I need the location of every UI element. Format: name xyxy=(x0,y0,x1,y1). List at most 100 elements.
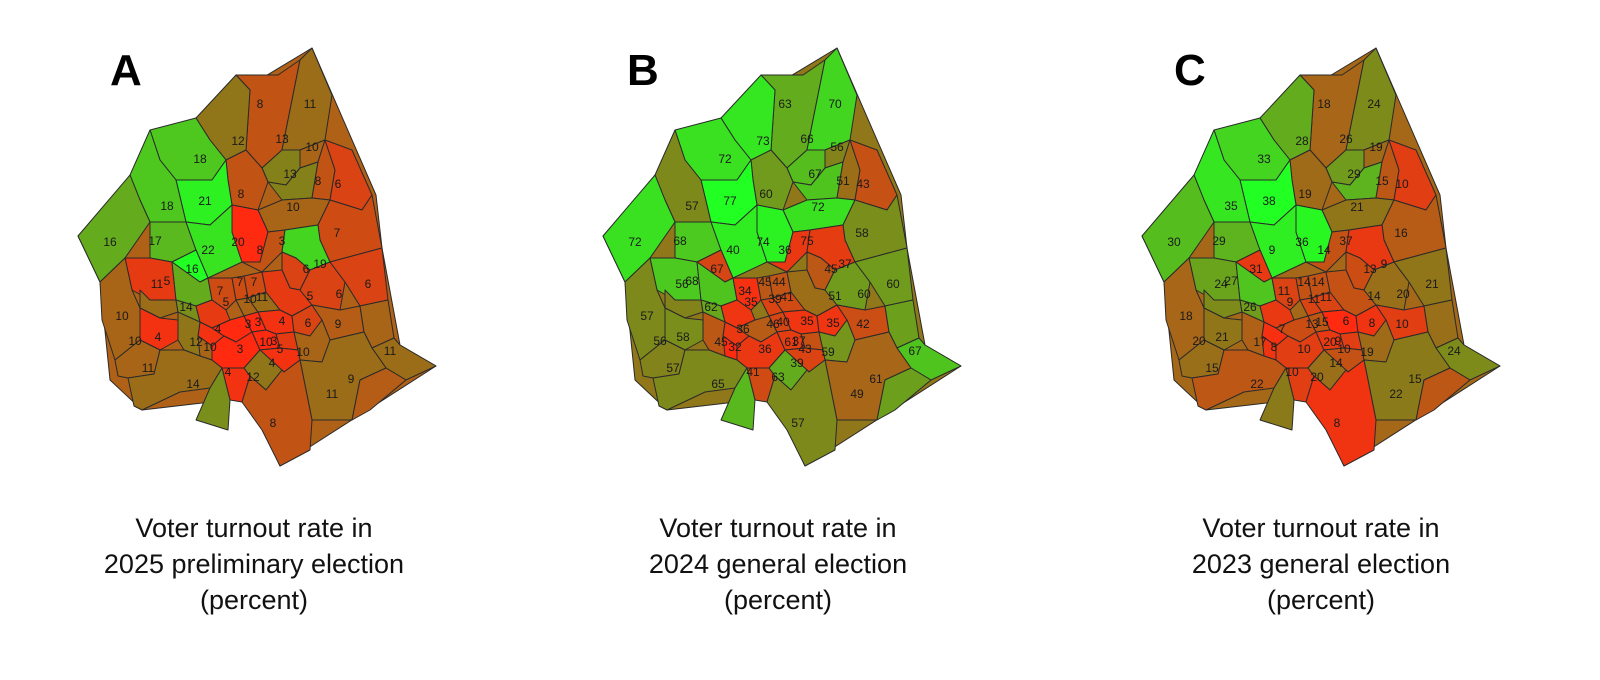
panel-letter-c: C xyxy=(1174,46,1206,95)
precinct-label: 45 xyxy=(824,262,838,276)
precinct-region xyxy=(720,367,756,431)
precinct-label: 60 xyxy=(759,187,773,201)
caption-b: Voter turnout rate in 2024 general elect… xyxy=(598,510,958,618)
precinct-label: 42 xyxy=(856,317,870,331)
precinct-label: 14 xyxy=(1317,243,1331,257)
precinct-label: 56 xyxy=(675,277,689,291)
precinct-label: 30 xyxy=(1167,235,1181,249)
precinct-region xyxy=(299,331,387,421)
precinct-label: 18 xyxy=(193,152,207,166)
precinct-label: 7 xyxy=(1279,322,1286,336)
precinct-label: 29 xyxy=(1347,167,1361,181)
precinct-label: 15 xyxy=(1408,372,1422,386)
precinct-label: 16 xyxy=(1394,226,1408,240)
precinct-label: 14 xyxy=(1297,275,1311,289)
precinct-label: 10 xyxy=(1395,177,1409,191)
panel-a: A 8 11 12 13 10 18 13 8 6 8 21 10 18 7 16 17 20 3 22 8 19 6 5 1… xyxy=(0,0,520,680)
precinct-label: 77 xyxy=(723,194,737,208)
caption-c-line-3: (percent) xyxy=(1266,585,1376,615)
precinct-label: 11 xyxy=(142,361,155,375)
precinct-label: 5 xyxy=(277,342,284,356)
panel-c: C 18 24 28 26 19 33 29 15 10 19 38 21 35 16 30 29 36 37 9 1… xyxy=(1064,0,1584,680)
precinct-label: 7 xyxy=(217,284,224,298)
precinct-label: 57 xyxy=(685,199,699,213)
precinct-label: 19 xyxy=(1298,187,1312,201)
precinct-label: 12 xyxy=(189,335,203,349)
precinct-label: 36 xyxy=(736,322,750,336)
precinct-label: 27 xyxy=(1224,274,1238,288)
caption-a-line-2: 2025 preliminary election xyxy=(103,549,405,579)
precinct-label: 13 xyxy=(1305,317,1319,331)
precinct-label: 72 xyxy=(811,200,825,214)
precinct-label: 35 xyxy=(826,316,840,330)
precinct-label: 12 xyxy=(231,134,245,148)
precinct-label: 14 xyxy=(1311,275,1325,289)
panel-b: B 63 70 73 66 56 72 67 51 43 60 77 72 57 58 72 68 74 75 40… xyxy=(525,0,1045,680)
precinct-label: 8 xyxy=(257,97,264,111)
precinct-label: 35 xyxy=(1224,199,1238,213)
caption-c-line-2: 2023 general election xyxy=(1191,549,1451,579)
precinct-label: 24 xyxy=(1447,344,1461,358)
precinct-label: 13 xyxy=(283,167,297,181)
precinct-label: 13 xyxy=(1363,262,1377,276)
precinct-label: 6 xyxy=(1343,314,1350,328)
precinct-label: 67 xyxy=(908,344,922,358)
caption-a-line-3: (percent) xyxy=(199,585,309,615)
precinct-label: 5 xyxy=(223,295,230,309)
precinct-label: 39 xyxy=(790,356,804,370)
precinct-label: 10 xyxy=(203,340,217,354)
precinct-label: 11 xyxy=(1308,292,1321,306)
precinct-label: 22 xyxy=(201,243,215,257)
precinct-label: 45 xyxy=(758,275,772,289)
precinct-label: 43 xyxy=(798,342,812,356)
precinct-label: 37 xyxy=(1339,234,1353,248)
precinct-label: 66 xyxy=(800,132,814,146)
precinct-region xyxy=(824,331,912,421)
precinct-label: 45 xyxy=(714,335,728,349)
precinct-label: 67 xyxy=(710,262,724,276)
precinct-label: 8 xyxy=(270,416,277,430)
precinct-label: 3 xyxy=(255,315,262,329)
precinct-label: 8 xyxy=(238,187,245,201)
precinct-label: 20 xyxy=(231,235,245,249)
precinct-label: 60 xyxy=(886,277,900,291)
precinct-label: 26 xyxy=(1243,300,1257,314)
precinct-label: 46 xyxy=(766,317,780,331)
precinct-label: 61 xyxy=(869,372,883,386)
precinct-label: 11 xyxy=(326,387,339,401)
precinct-label: 20 xyxy=(1310,370,1324,384)
precinct-region xyxy=(195,367,231,431)
precinct-label: 20 xyxy=(1192,334,1206,348)
precinct-label: 6 xyxy=(303,262,310,276)
precinct-label: 10 xyxy=(1337,342,1351,356)
precinct-label: 20 xyxy=(1396,287,1410,301)
caption-a: Voter turnout rate in 2025 preliminary e… xyxy=(74,510,434,618)
precinct-label: 15 xyxy=(1375,174,1389,188)
precinct-label: 51 xyxy=(828,289,842,303)
precinct-label: 6 xyxy=(305,316,312,330)
precinct-region xyxy=(1415,367,1471,421)
caption-b-line-3: (percent) xyxy=(723,585,833,615)
precinct-label: 41 xyxy=(746,365,760,379)
precinct-label: 43 xyxy=(856,177,870,191)
precinct-label: 4 xyxy=(225,365,232,379)
precinct-label: 35 xyxy=(744,295,758,309)
precinct-label: 19 xyxy=(1360,345,1374,359)
precinct-label: 16 xyxy=(103,235,117,249)
precinct-label: 58 xyxy=(676,330,690,344)
precinct-label: 14 xyxy=(1367,289,1381,303)
precinct-label: 8 xyxy=(1271,340,1278,354)
precinct-label: 17 xyxy=(1253,335,1267,349)
precinct-label: 11 xyxy=(1278,284,1291,298)
precinct-label: 10 xyxy=(286,200,300,214)
precinct-label: 68 xyxy=(673,234,687,248)
caption-c-line-1: Voter turnout rate in xyxy=(1202,513,1440,543)
precinct-label: 11 xyxy=(256,290,269,304)
precinct-label: 29 xyxy=(1212,234,1226,248)
precinct-region xyxy=(1259,367,1295,431)
precinct-region xyxy=(1363,331,1451,421)
precinct-label: 58 xyxy=(855,226,869,240)
precinct-label: 10 xyxy=(243,292,257,306)
